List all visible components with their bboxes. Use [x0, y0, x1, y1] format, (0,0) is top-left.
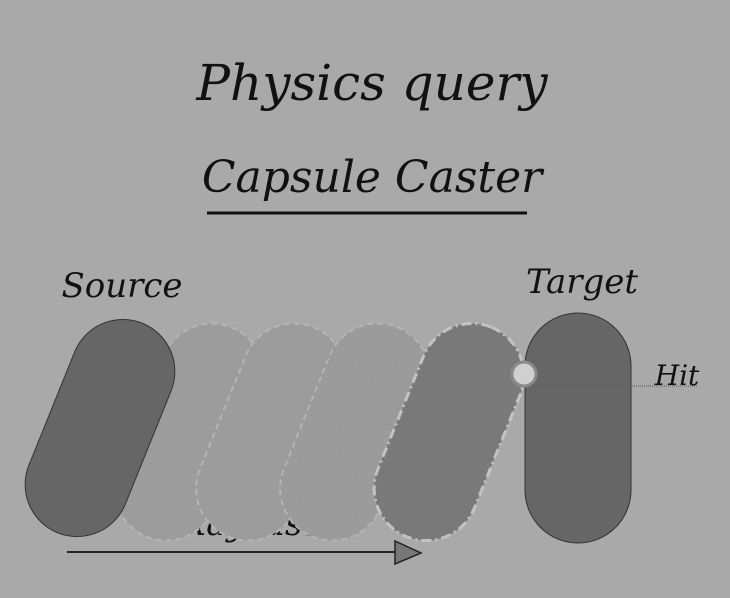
source-label: Source — [61, 266, 182, 306]
target-capsule — [524, 312, 632, 544]
raycast-arrow — [67, 539, 423, 566]
hit-point-marker — [510, 360, 538, 388]
hit-label: Hit — [654, 359, 700, 392]
title-line1: Physics query — [195, 54, 548, 112]
title-line2: Capsule Caster — [202, 152, 545, 203]
target-label: Target — [526, 262, 638, 302]
source-capsule — [24, 318, 176, 538]
